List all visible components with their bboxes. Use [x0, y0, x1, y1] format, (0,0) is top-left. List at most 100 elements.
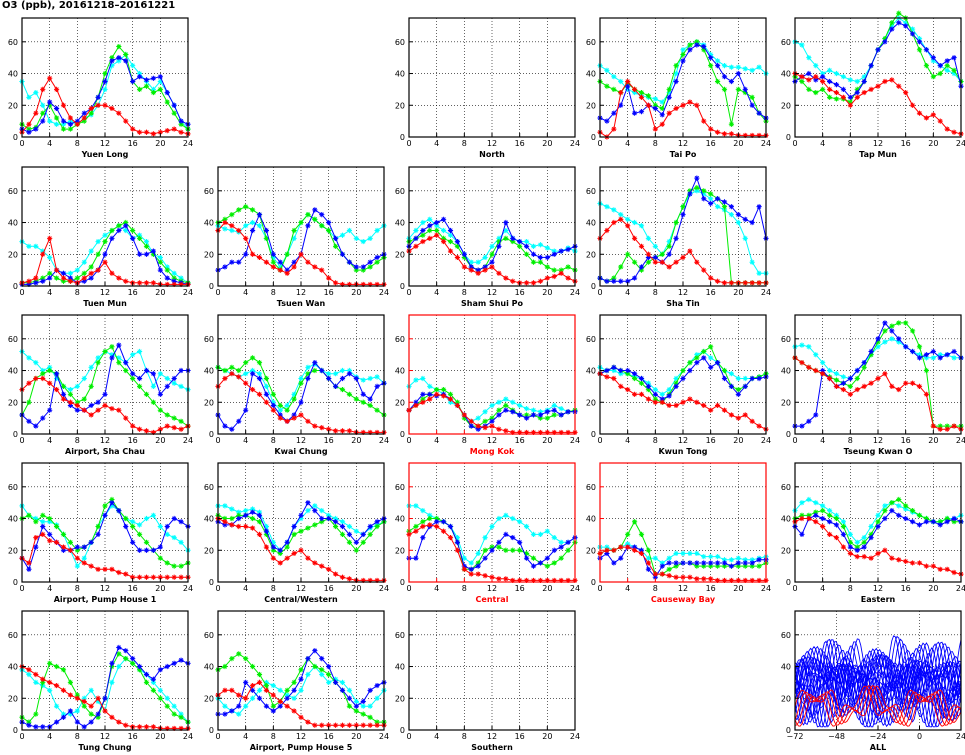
data-point [937, 352, 943, 358]
data-point [360, 722, 366, 728]
data-point [178, 418, 184, 424]
data-point [109, 660, 115, 666]
data-point [666, 264, 672, 270]
y-tick-label: 40 [8, 70, 18, 79]
data-point [728, 557, 735, 563]
data-point [551, 402, 557, 409]
data-point [222, 264, 228, 270]
data-point [496, 576, 502, 582]
data-point [102, 391, 108, 397]
data-point [854, 544, 860, 550]
data-point [33, 544, 39, 550]
x-tick-label: 8 [271, 436, 276, 445]
data-point [806, 515, 812, 522]
data-point [222, 703, 228, 709]
data-point [687, 574, 693, 580]
data-point [645, 396, 652, 402]
data-point [95, 698, 101, 705]
data-point [40, 110, 46, 116]
data-point [95, 360, 101, 366]
data-point [236, 711, 242, 717]
data-point [74, 399, 80, 405]
data-point [130, 78, 136, 85]
data-point [721, 63, 728, 69]
data-point [164, 375, 170, 382]
data-point [222, 687, 228, 693]
data-point [353, 539, 359, 545]
data-point [875, 339, 881, 345]
data-point [367, 523, 373, 530]
data-point [944, 566, 950, 572]
data-point [81, 115, 87, 121]
panel-frame [408, 610, 576, 731]
data-point [67, 386, 74, 393]
data-point [434, 232, 440, 238]
data-point [249, 251, 256, 257]
data-point [143, 574, 150, 580]
data-point [143, 391, 150, 397]
data-point [461, 415, 467, 421]
data-point [157, 695, 163, 701]
data-point [951, 67, 957, 73]
data-point [537, 560, 544, 566]
data-point [150, 371, 157, 377]
data-point [33, 423, 39, 429]
y-tick-label: 60 [8, 335, 18, 344]
data-point [95, 531, 101, 537]
data-point [305, 671, 311, 678]
data-point [944, 352, 950, 358]
data-point [33, 534, 39, 541]
data-point [944, 126, 950, 132]
data-point [284, 270, 290, 276]
data-point [143, 280, 150, 286]
data-point [861, 74, 867, 80]
data-point [826, 375, 833, 382]
data-point [374, 519, 380, 525]
data-point [74, 547, 80, 553]
data-point [638, 109, 645, 115]
x-tick-label: 0 [215, 288, 220, 297]
data-point [143, 129, 150, 135]
data-point [937, 522, 943, 528]
data-point [47, 367, 53, 374]
data-point [530, 563, 537, 569]
data-point [222, 515, 228, 522]
data-point [116, 58, 122, 64]
data-point [319, 425, 325, 431]
data-point [33, 519, 39, 525]
data-point [937, 426, 943, 432]
data-point [735, 415, 741, 421]
y-tick-label: 0 [591, 578, 596, 587]
y-tick-label: 0 [209, 430, 214, 439]
data-point [243, 204, 249, 210]
data-point [427, 383, 433, 389]
data-point [896, 512, 902, 518]
data-point [171, 703, 177, 709]
data-point [510, 429, 516, 436]
data-point [517, 547, 523, 553]
data-point [468, 423, 474, 429]
data-point [136, 522, 143, 528]
data-point [178, 574, 184, 580]
data-point [312, 722, 318, 728]
data-point [944, 67, 950, 73]
data-point [840, 94, 847, 100]
data-point [263, 544, 270, 550]
data-point [728, 563, 735, 569]
data-point [721, 199, 728, 205]
data-point [742, 557, 748, 563]
x-tick-label: 4 [820, 139, 825, 148]
data-point [164, 423, 170, 429]
data-point [81, 110, 87, 116]
data-point [930, 74, 936, 80]
y-tick-label: 40 [204, 515, 214, 524]
data-point [109, 679, 115, 685]
data-point [944, 58, 950, 64]
all-series-line-red [794, 685, 962, 727]
x-tick-label: 0 [597, 288, 602, 297]
data-point [157, 667, 163, 673]
data-point [611, 367, 617, 374]
data-point [319, 563, 325, 569]
data-point [353, 396, 359, 402]
data-point [840, 380, 847, 386]
